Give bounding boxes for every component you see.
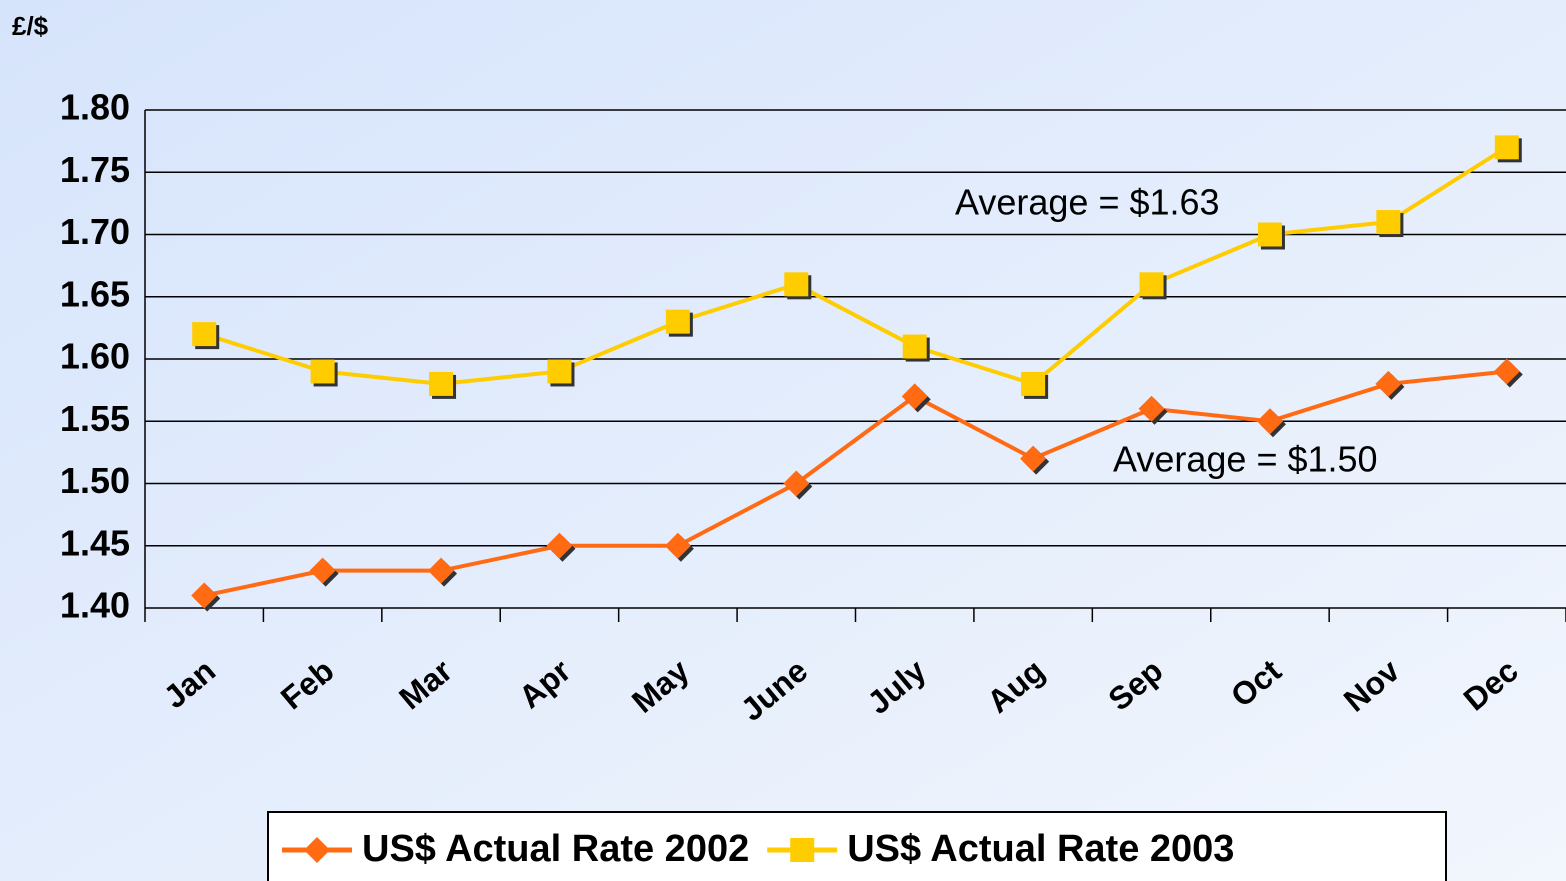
marker [1493,358,1520,385]
marker [1021,371,1046,396]
marker [309,557,336,584]
marker [191,582,218,609]
marker [1020,445,1047,472]
legend-box [267,811,1447,881]
marker [783,470,810,497]
marker [310,359,335,384]
y-tick-label: 1.80 [60,87,130,128]
marker [192,322,217,347]
marker [902,334,927,359]
series-line [203,369,1508,598]
annotation: Average = $1.63 [955,182,1220,223]
legend-label: US$ Actual Rate 2003 [847,828,1234,870]
marker [1138,395,1165,422]
y-axis-label: £/$ [12,11,49,41]
marker [1139,272,1164,297]
legend-marker [790,838,815,862]
y-tick-label: 1.55 [60,398,130,439]
y-tick-label: 1.50 [60,460,130,501]
marker [546,532,573,559]
series-line [203,145,1508,387]
y-tick-label: 1.75 [60,149,130,190]
marker [784,272,809,297]
marker [428,557,455,584]
y-tick-label: 1.65 [60,273,130,314]
marker [547,359,572,384]
marker [1376,210,1401,235]
legend-marker [304,837,330,863]
marker [664,532,691,559]
marker [665,309,690,334]
marker [1256,408,1283,435]
marker [1257,222,1282,247]
marker [901,383,928,410]
y-tick-label: 1.45 [60,522,130,563]
annotation: Average = $1.50 [1113,439,1378,480]
y-tick-label: 1.60 [60,336,130,377]
y-tick-label: 1.70 [60,211,130,252]
marker [429,371,454,396]
marker [1494,135,1519,160]
y-tick-label: 1.40 [60,585,130,626]
marker [1375,370,1402,397]
legend-label: US$ Actual Rate 2002 [362,828,749,870]
